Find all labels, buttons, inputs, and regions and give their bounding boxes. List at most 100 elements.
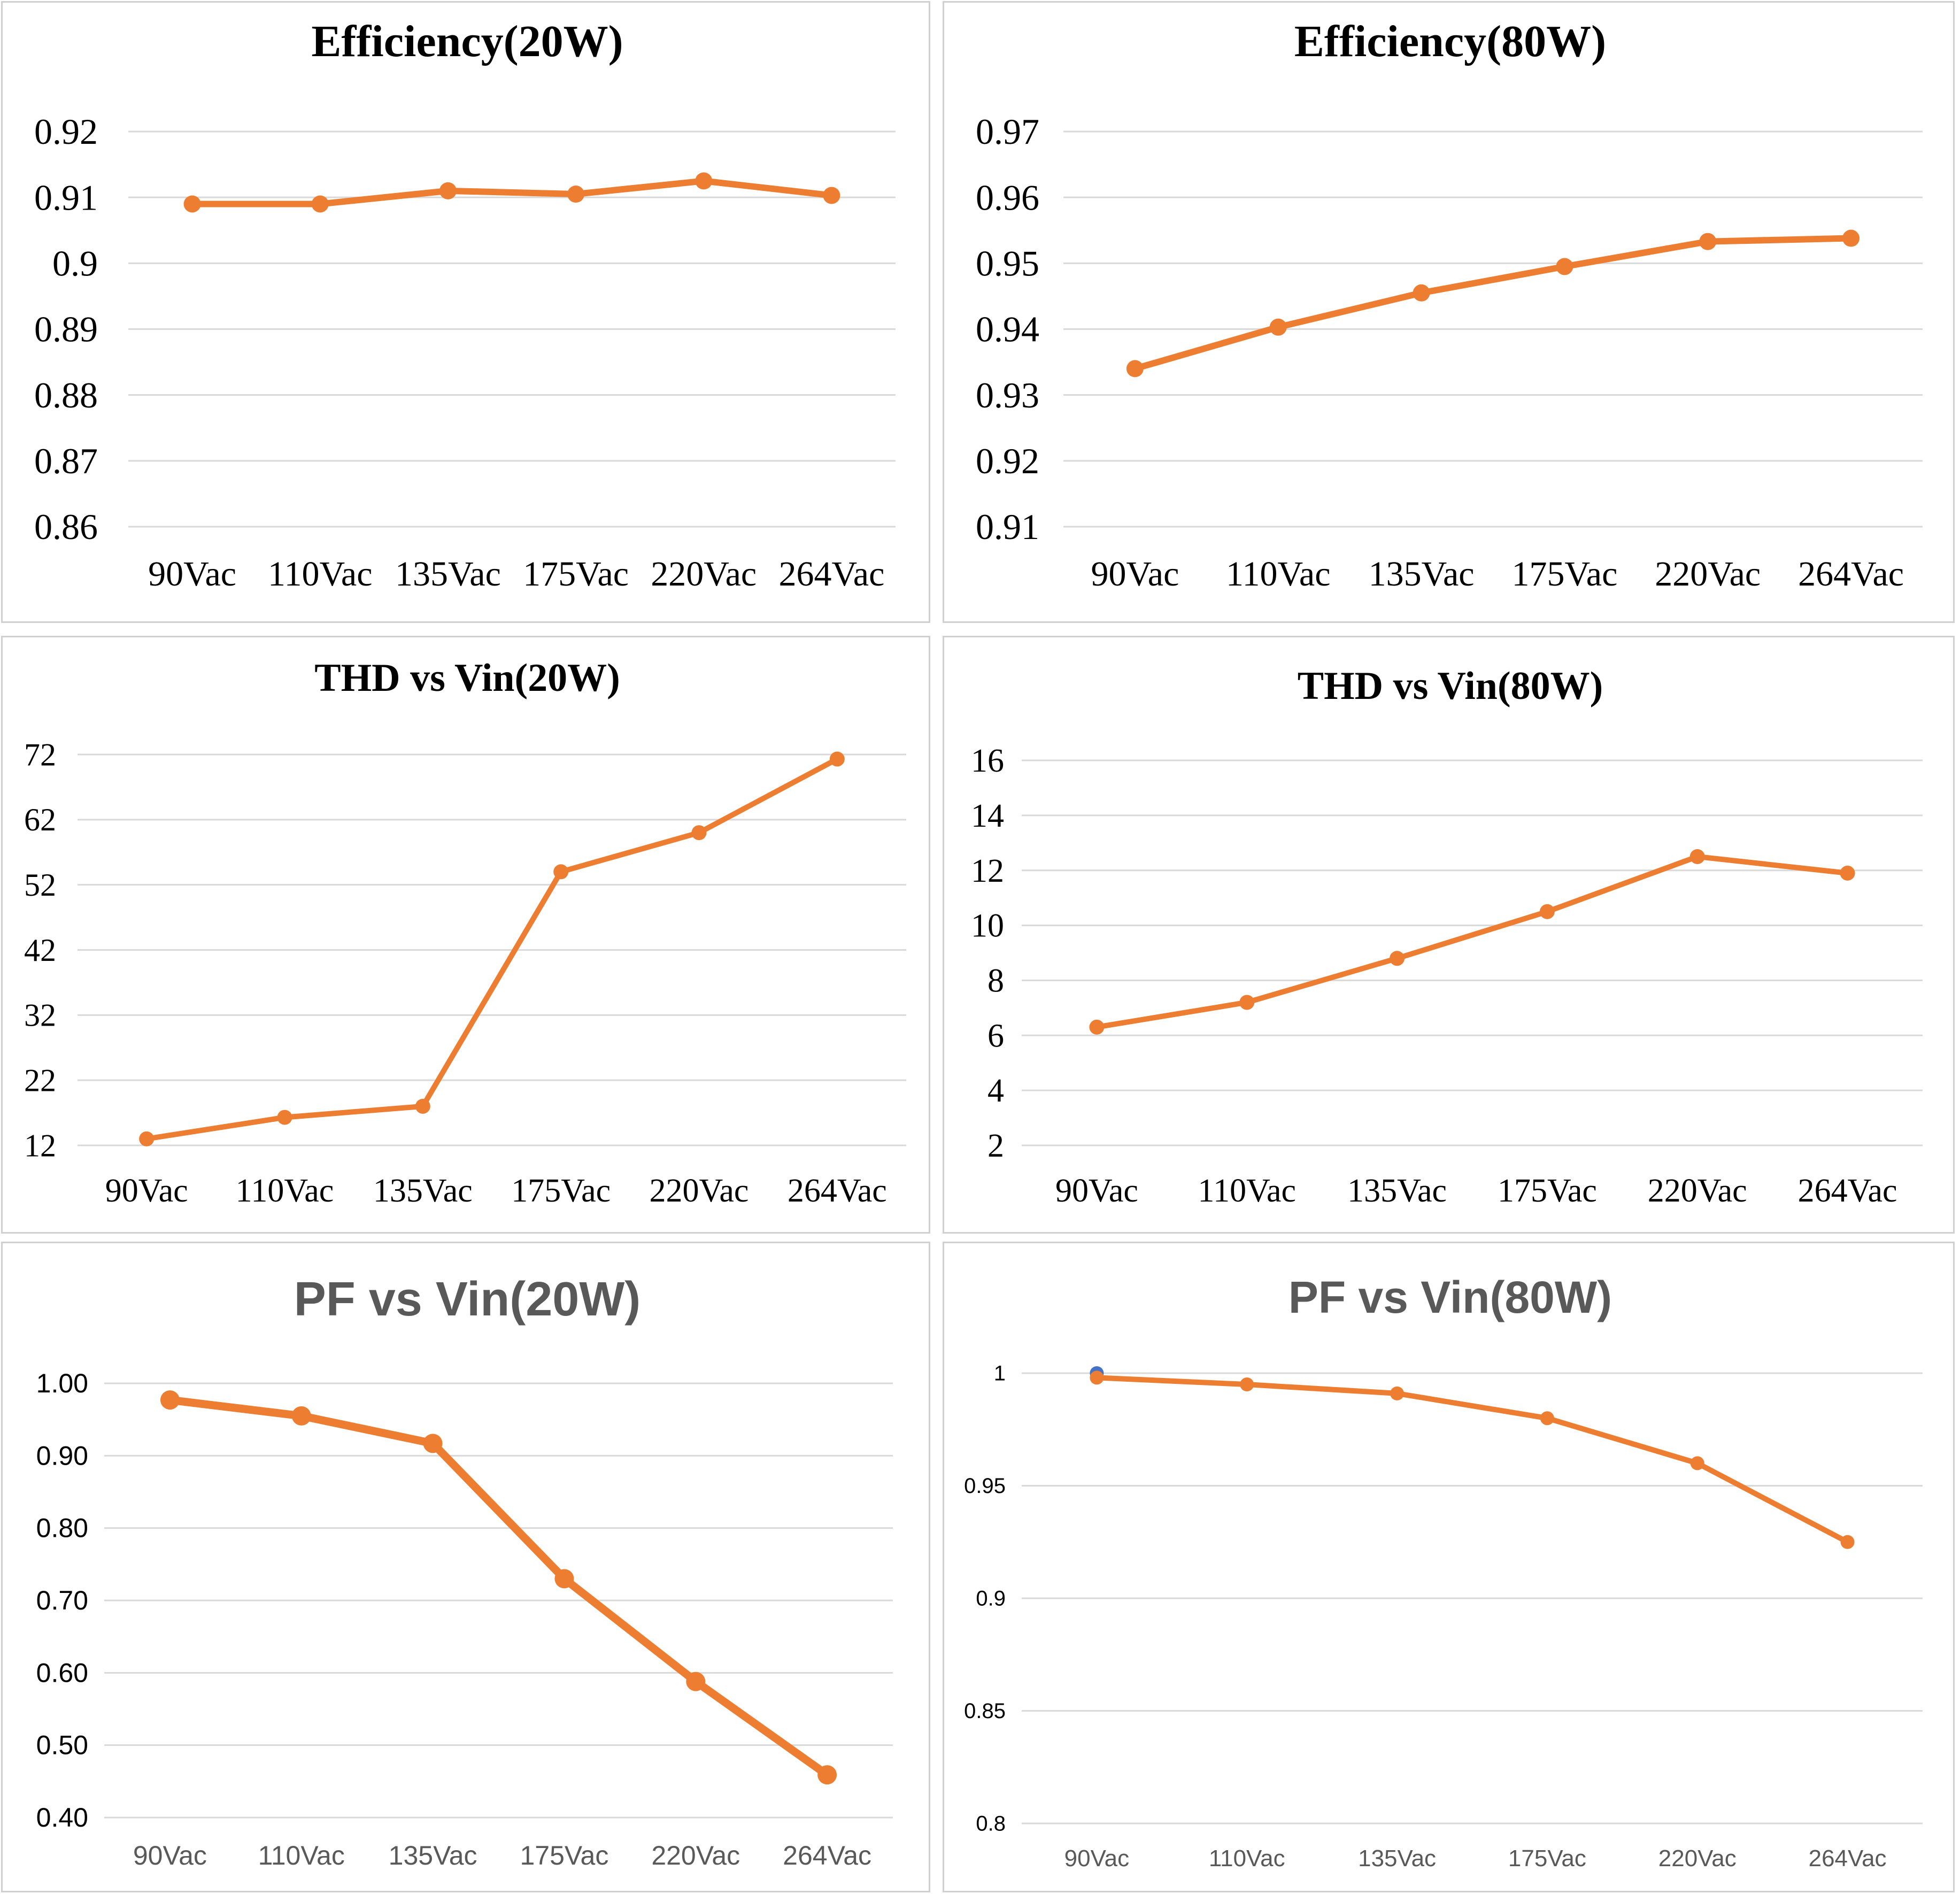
data-point bbox=[1842, 229, 1860, 247]
data-point bbox=[1126, 360, 1144, 378]
efficiency-20w-chart-panel: Efficiency(20W) 0.86 0.87 0.88 0.89 0.9 0.91 0.… bbox=[1, 1, 930, 623]
data-point bbox=[423, 1434, 443, 1453]
x-tick-label: 220Vac bbox=[651, 555, 757, 594]
data-point bbox=[1539, 904, 1555, 919]
data-point bbox=[817, 1765, 837, 1785]
data-point bbox=[1690, 1456, 1704, 1470]
y-tick-label: 22 bbox=[24, 1063, 56, 1098]
data-point bbox=[1689, 849, 1705, 864]
data-point bbox=[1240, 1377, 1254, 1392]
data-point bbox=[691, 825, 707, 841]
y-tick-label: 0.80 bbox=[36, 1513, 88, 1543]
y-tick-label: 62 bbox=[24, 802, 56, 837]
chart-title: PF vs Vin(20W) bbox=[294, 1273, 641, 1326]
data-point bbox=[823, 187, 840, 204]
series-line bbox=[1094, 854, 1850, 1030]
data-point bbox=[553, 864, 569, 880]
data-point bbox=[1540, 1411, 1554, 1426]
y-tick-label: 0.91 bbox=[976, 506, 1039, 547]
data-point bbox=[160, 1390, 180, 1410]
chart-title: THD vs Vin(20W) bbox=[314, 656, 620, 700]
data-point bbox=[415, 1098, 430, 1114]
x-tick-label: 175Vac bbox=[1511, 555, 1617, 594]
data-point bbox=[1239, 995, 1255, 1010]
x-tick-label: 135Vac bbox=[1358, 1845, 1436, 1872]
series-line bbox=[166, 1396, 831, 1779]
y-tick-label: 0.87 bbox=[34, 441, 98, 481]
chart-title: THD vs Vin(80W) bbox=[1298, 664, 1603, 708]
y-tick-label: 0.91 bbox=[34, 177, 98, 218]
thd-80w-chart-panel: THD vs Vin(80W) 2 4 6 8 10 12 14 16 90Vac 110Vac 13… bbox=[943, 636, 1955, 1234]
y-tick-label: 0.94 bbox=[976, 309, 1039, 350]
data-point bbox=[554, 1569, 574, 1589]
x-tick-label: 90Vac bbox=[1064, 1845, 1130, 1872]
y-tick-label: 14 bbox=[971, 798, 1004, 834]
y-tick-label: 0.50 bbox=[36, 1730, 88, 1760]
x-tick-label: 175Vac bbox=[1498, 1173, 1597, 1209]
data-point bbox=[1089, 1019, 1105, 1035]
y-tick-label: 0.89 bbox=[34, 309, 98, 350]
x-tick-label: 220Vac bbox=[1655, 555, 1761, 594]
x-tick-label: 264Vac bbox=[1798, 1173, 1897, 1209]
data-point bbox=[686, 1672, 706, 1691]
x-tick-label: 220Vac bbox=[651, 1841, 740, 1870]
x-tick-label: 135Vac bbox=[389, 1841, 477, 1870]
thd-20w-chart-panel: THD vs Vin(20W) 12 22 32 42 52 62 72 90Vac 110Vac… bbox=[1, 636, 930, 1234]
x-tick-label: 110Vac bbox=[1209, 1845, 1285, 1872]
x-tick-label: 90Vac bbox=[1055, 1173, 1138, 1209]
data-point bbox=[1390, 951, 1405, 966]
y-tick-label: 2 bbox=[987, 1128, 1004, 1164]
x-tick-label: 110Vac bbox=[258, 1841, 345, 1870]
data-point bbox=[1390, 1386, 1405, 1400]
data-point bbox=[829, 751, 845, 767]
y-tick-label: 42 bbox=[24, 933, 56, 968]
y-tick-label: 72 bbox=[24, 737, 56, 772]
x-tick-label: 175Vac bbox=[511, 1173, 611, 1209]
chart-title: Efficiency(80W) bbox=[1294, 17, 1606, 66]
y-tick-label: 0.95 bbox=[964, 1474, 1006, 1498]
pf-80w-chart: PF vs Vin(80W) 0.8 0.85 0.9 0.95 1 90Vac 110Vac… bbox=[964, 1272, 1923, 1872]
data-point bbox=[311, 195, 329, 213]
x-tick-label: 220Vac bbox=[1648, 1173, 1747, 1209]
y-tick-label: 0.96 bbox=[976, 177, 1039, 218]
data-point bbox=[183, 195, 201, 213]
y-tick-label: 52 bbox=[24, 867, 56, 903]
x-tick-label: 90Vac bbox=[133, 1841, 207, 1870]
y-tick-label: 4 bbox=[987, 1073, 1004, 1109]
x-tick-label: 175Vac bbox=[523, 555, 629, 594]
y-tick-label: 6 bbox=[987, 1018, 1004, 1054]
x-tick-label: 264Vac bbox=[1809, 1845, 1887, 1872]
x-tick-label: 110Vac bbox=[268, 555, 373, 594]
x-tick-label: 264Vac bbox=[778, 555, 884, 594]
y-tick-label: 1 bbox=[994, 1362, 1006, 1385]
series-line bbox=[189, 178, 835, 207]
thd-20w-chart: THD vs Vin(20W) 12 22 32 42 52 62 72 90Vac 110Vac… bbox=[24, 656, 906, 1209]
y-tick-label: 0.70 bbox=[36, 1585, 88, 1615]
x-tick-label: 110Vac bbox=[236, 1173, 334, 1209]
x-tick-label: 110Vac bbox=[1226, 555, 1331, 594]
data-point bbox=[277, 1110, 292, 1125]
x-tick-label: 220Vac bbox=[650, 1173, 749, 1209]
efficiency-20w-chart: Efficiency(20W) 0.86 0.87 0.88 0.89 0.9 0.91 0.… bbox=[34, 17, 896, 594]
thd-80w-chart: THD vs Vin(80W) 2 4 6 8 10 12 14 16 90Vac 110Vac 13… bbox=[971, 664, 1923, 1209]
y-tick-label: 0.97 bbox=[976, 111, 1039, 152]
x-tick-label: 110Vac bbox=[1198, 1173, 1296, 1209]
x-tick-label: 135Vac bbox=[373, 1173, 473, 1209]
x-tick-label: 135Vac bbox=[1347, 1173, 1447, 1209]
data-point bbox=[1269, 318, 1287, 336]
y-tick-label: 12 bbox=[24, 1128, 56, 1163]
y-tick-label: 0.95 bbox=[976, 243, 1039, 283]
data-point bbox=[439, 182, 457, 199]
y-tick-label: 0.8 bbox=[976, 1812, 1006, 1836]
data-point bbox=[1840, 865, 1855, 881]
x-tick-label: 175Vac bbox=[520, 1841, 608, 1870]
y-tick-label: 0.93 bbox=[976, 375, 1039, 415]
x-tick-label: 90Vac bbox=[148, 555, 236, 594]
y-tick-label: 1.00 bbox=[36, 1368, 88, 1398]
series-line bbox=[144, 756, 840, 1142]
x-tick-label: 90Vac bbox=[1091, 555, 1179, 594]
pf-20w-chart-panel: PF vs Vin(20W) 0.40 0.50 0.60 0.70 0.80 0.90 1.… bbox=[1, 1242, 930, 1892]
data-point bbox=[567, 186, 585, 203]
chart-title: Efficiency(20W) bbox=[311, 17, 623, 66]
x-tick-label: 175Vac bbox=[1508, 1845, 1586, 1872]
